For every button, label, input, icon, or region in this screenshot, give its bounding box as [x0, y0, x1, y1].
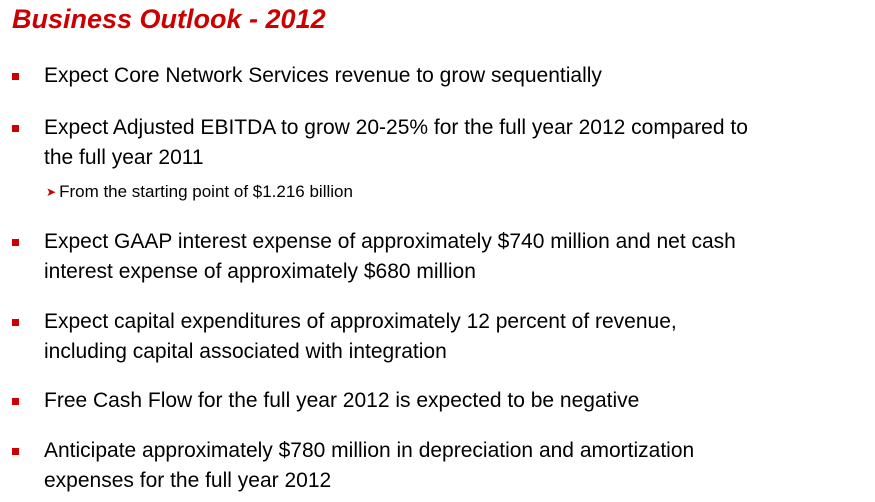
bullet-text: Free Cash Flow for the full year 2012 is…: [44, 386, 872, 416]
bullet-line: including capital associated with integr…: [44, 340, 447, 363]
sub-bullet-starting-point: ➤ From the starting point of $1.216 billi…: [46, 181, 353, 204]
bullet-line: Expect Adjusted EBITDA to grow 20-25% fo…: [44, 116, 748, 139]
bullet-text: Expect Adjusted EBITDA to grow 20-25% fo…: [44, 113, 872, 173]
bullet-text: Expect Core Network Services revenue to …: [44, 61, 872, 91]
square-bullet-icon: [12, 239, 19, 246]
bullet-line: the full year 2011: [44, 146, 204, 169]
bullet-line: interest expense of approximately $680 m…: [44, 260, 476, 283]
sub-bullet-text: From the starting point of $1.216 billio…: [59, 182, 353, 201]
bullet-line: Free Cash Flow for the full year 2012 is…: [44, 389, 640, 412]
square-bullet-icon: [12, 398, 19, 405]
bullet-text: Expect capital expenditures of approxima…: [44, 307, 872, 367]
bullet-line: Anticipate approximately $780 million in…: [44, 439, 695, 462]
square-bullet-icon: [12, 73, 19, 80]
slide-title: Business Outlook - 2012: [12, 4, 326, 34]
square-bullet-icon: [12, 448, 19, 455]
bullet-line: Expect capital expenditures of approxima…: [44, 310, 677, 333]
bullet-text: Anticipate approximately $780 million in…: [44, 436, 872, 496]
bullet-line: expenses for the full year 2012: [44, 469, 332, 492]
arrow-right-icon: ➤: [46, 185, 57, 199]
square-bullet-icon: [12, 319, 19, 326]
bullet-text: Expect GAAP interest expense of approxim…: [44, 227, 872, 287]
square-bullet-icon: [12, 125, 19, 132]
bullet-line: Expect Core Network Services revenue to …: [44, 64, 602, 87]
bullet-line: Expect GAAP interest expense of approxim…: [44, 230, 736, 253]
